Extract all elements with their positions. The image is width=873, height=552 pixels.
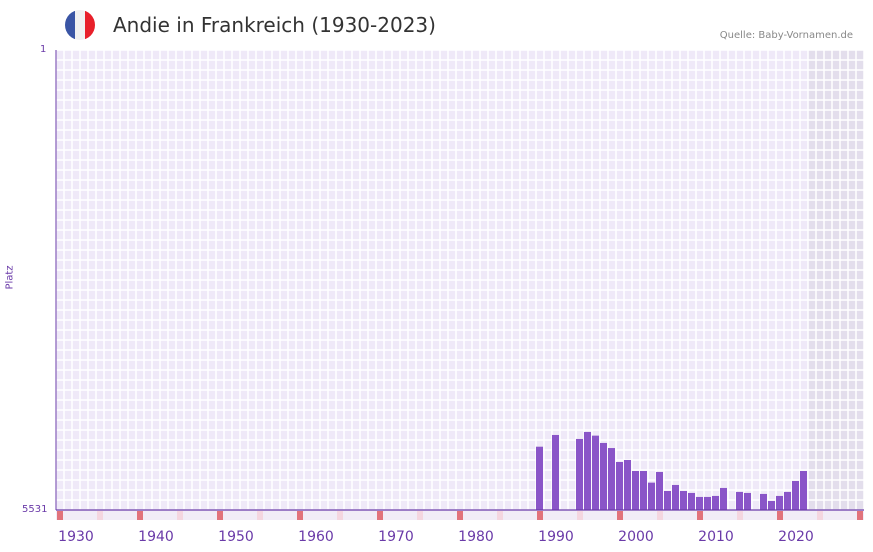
year-marker	[857, 511, 863, 520]
year-marker	[777, 511, 783, 520]
bar-2009	[704, 496, 711, 510]
y-tick-top: 1	[40, 44, 47, 55]
x-tick-2020: 2020	[778, 529, 814, 545]
france-flag-icon	[65, 10, 95, 40]
x-tick-2010: 2010	[698, 529, 734, 545]
bar-1988	[536, 446, 543, 510]
bar-2005	[672, 484, 679, 510]
bar-1994	[584, 431, 591, 510]
bar-2010	[712, 495, 719, 510]
bar-2001	[640, 470, 647, 510]
x-tick-1960: 1960	[298, 529, 334, 545]
source-link[interactable]: Quelle: Baby-Vornamen.de	[719, 30, 853, 41]
bar-2021	[800, 470, 807, 510]
x-tick-1980: 1980	[458, 529, 494, 545]
bar-2018	[776, 495, 783, 510]
x-tick-2000: 2000	[618, 529, 654, 545]
bar-2008	[696, 496, 703, 510]
year-marker	[817, 511, 823, 520]
bar-2019	[784, 491, 791, 510]
year-marker	[137, 511, 143, 520]
bar-1996	[600, 442, 607, 510]
bar-1999	[624, 460, 631, 510]
year-marker	[577, 511, 583, 520]
bar-1998	[616, 462, 623, 510]
year-marker	[737, 511, 743, 520]
bar-1995	[592, 435, 599, 510]
year-marker	[377, 511, 383, 520]
x-tick-1930: 1930	[58, 529, 94, 545]
bar-2016	[760, 493, 767, 510]
x-tick-1970: 1970	[378, 529, 414, 545]
bar-2000	[632, 470, 639, 510]
bar-2014	[744, 492, 751, 510]
bar-2020	[792, 480, 799, 510]
year-marker	[337, 511, 343, 520]
bar-2017	[768, 500, 775, 510]
bar-1990	[552, 434, 559, 510]
y-tick-bottom: 5531	[22, 504, 48, 515]
bar-1993	[576, 438, 583, 510]
year-marker	[497, 511, 503, 520]
year-marker	[457, 511, 463, 520]
year-marker	[617, 511, 623, 520]
bar-1997	[608, 448, 615, 510]
chart-title: Andie in Frankreich (1930-2023)	[113, 13, 436, 37]
year-marker	[657, 511, 663, 520]
year-marker	[417, 511, 423, 520]
year-marker	[257, 511, 263, 520]
bar-2004	[664, 490, 671, 510]
year-marker	[217, 511, 223, 520]
bar-2011	[720, 487, 727, 510]
x-tick-1950: 1950	[218, 529, 254, 545]
bar-2006	[680, 490, 687, 510]
bar-2007	[688, 492, 695, 510]
year-marker	[57, 511, 63, 520]
year-marker	[537, 511, 543, 520]
year-marker	[97, 511, 103, 520]
year-marker	[697, 511, 703, 520]
bar-2013	[736, 491, 743, 510]
bar-2002	[648, 482, 655, 510]
bar-2003	[656, 471, 663, 510]
x-tick-1940: 1940	[138, 529, 174, 545]
year-marker	[297, 511, 303, 520]
x-tick-1990: 1990	[538, 529, 574, 545]
year-marker	[177, 511, 183, 520]
